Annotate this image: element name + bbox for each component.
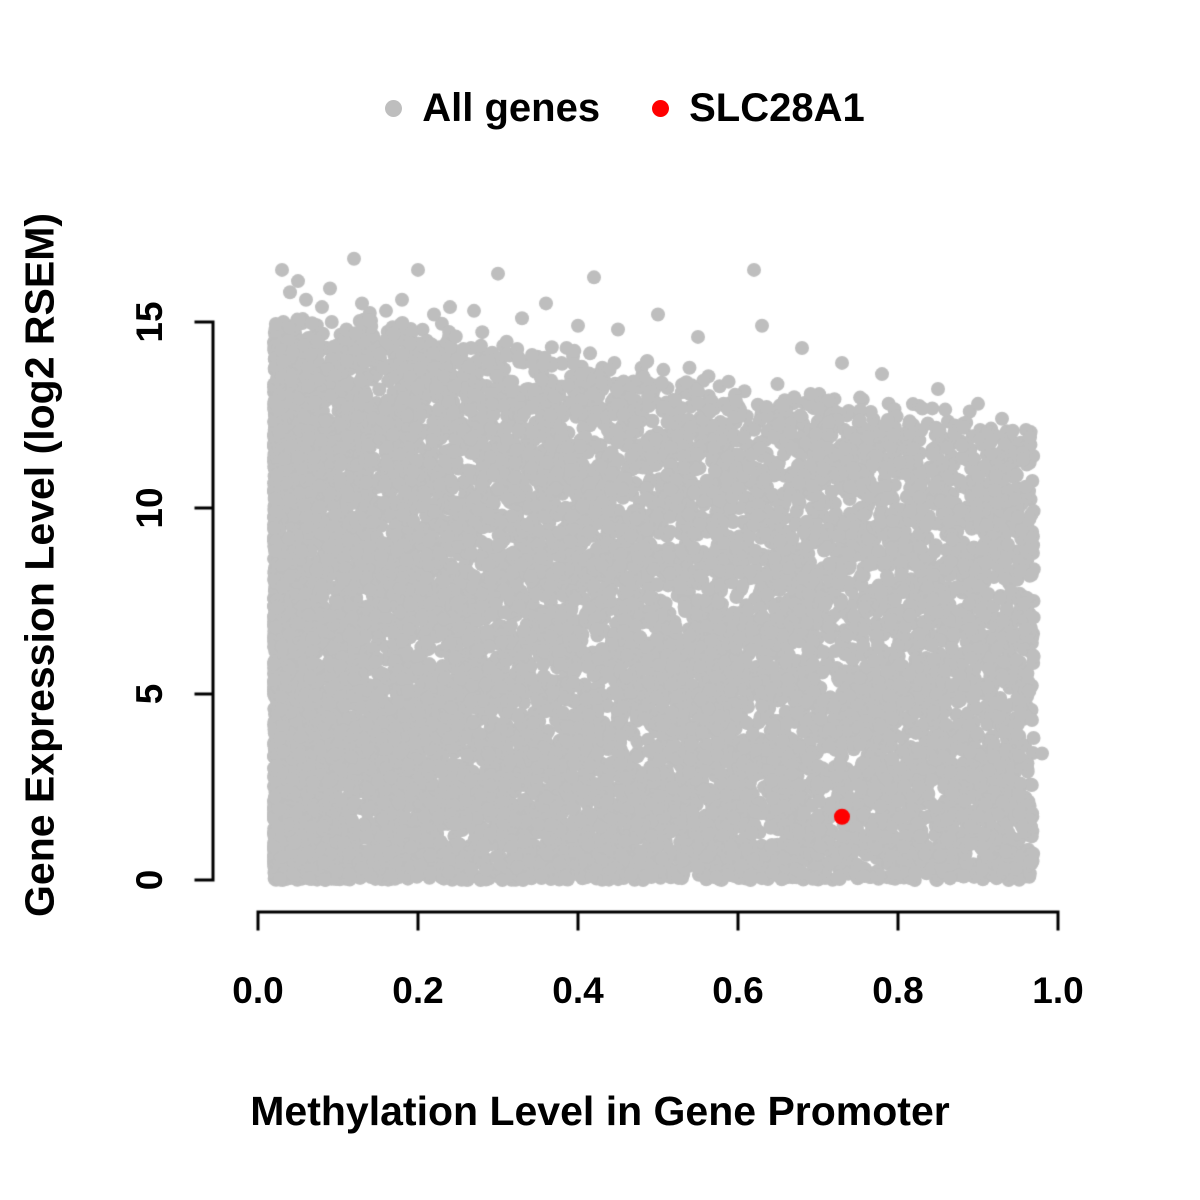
x-tick-label: 0.8: [872, 970, 924, 1011]
y-tick-label: 5: [129, 683, 170, 705]
y-tick-label: 10: [129, 487, 170, 529]
slc28a1-dot-icon: [652, 100, 670, 117]
y-axis-title: Gene Expression Level (log2 RSEM): [16, 212, 63, 918]
x-tick-label: 0.6: [712, 970, 764, 1011]
y-tick-label: 15: [129, 301, 170, 343]
all-genes-dot-icon: [385, 100, 403, 117]
legend-item-slc28a1: SLC28A1: [652, 86, 865, 131]
x-tick-label: 0.4: [552, 970, 604, 1011]
x-tick-label: 0.2: [392, 970, 444, 1011]
x-tick-label: 0.0: [232, 970, 284, 1011]
x-axis-title: Methylation Level in Gene Promoter: [250, 1088, 950, 1134]
legend-item-all-genes: All genes: [385, 86, 600, 131]
legend-label-all-genes: All genes: [422, 86, 601, 130]
legend-label-slc28a1: SLC28A1: [689, 86, 865, 130]
y-tick-label: 0: [129, 869, 170, 891]
legend: All genes SLC28A1: [25, 86, 1200, 131]
x-tick-label: 1.0: [1032, 970, 1084, 1011]
